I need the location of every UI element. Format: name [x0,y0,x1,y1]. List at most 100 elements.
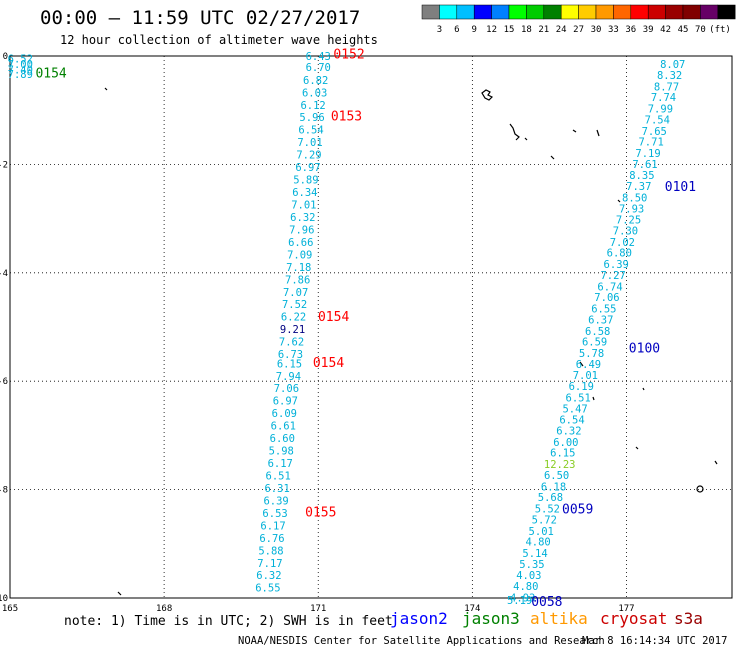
wave-value-jason2: 7.30 [613,226,638,238]
wave-value-jason2: 6.80 [607,248,632,260]
wave-value-jason2: 8.32 [657,70,682,82]
wave-value-jason2: 7.02 [610,237,635,249]
wave-value-jason2: 6.51 [566,392,591,404]
wave-value-jason2: 7.19 [635,148,660,160]
legend-label: 36 [625,25,636,35]
legend-swatch [595,4,614,20]
wave-value-jason2: 5.72 [532,514,557,526]
timestamp-text: Mar 8 16:14:34 UTC 2017 [582,635,727,647]
pass-time-label: 0154 [318,310,349,325]
wave-value-cryosat: 6.55 [255,583,280,595]
legend-swatch [578,4,597,20]
wave-value-cryosat: 7.96 [289,224,314,236]
footer-note: note: 1) Time is in UTC; 2) SWH is in fe… [64,614,393,629]
wave-value-jason2: 4.93 [510,592,535,604]
wave-value-cryosat: 6.31 [264,483,289,495]
wave-value-jason2: 8.07 [660,59,685,71]
legend-swatch [526,4,545,20]
wave-value-jason2: 7.65 [642,126,667,138]
legend-swatch [682,4,701,20]
wave-value-cryosat: 7.86 [285,274,310,286]
wave-value-cryosat: 7.01 [291,200,316,212]
legend-label: 45 [678,25,689,35]
wave-value-jason2: 7.93 [619,203,644,215]
wave-value-cryosat: 7.09 [287,249,312,261]
legend-swatch [491,4,510,20]
wave-value-jason2: 6.74 [597,281,622,293]
x-tick-label: 177 [618,604,634,614]
satellite-name: s3a [674,609,703,628]
legend-label: 21 [538,25,549,35]
legend-swatch [560,4,579,20]
wave-value-cryosat: 6.54 [298,125,323,137]
wave-value-cryosat: 7.29 [296,150,321,162]
y-tick-label: -6 [0,377,8,387]
wave-value-cryosat: 7.94 [276,371,301,383]
wave-value-jason2: 4.03 [516,570,541,582]
wave-value-jason2: 5.35 [519,559,544,571]
satellite-legend: jason2 jason3 altika cryosat s3a [390,609,703,628]
legend-label: 12 [486,25,497,35]
grid-lines [10,56,732,598]
wave-value-cryosat: 7.52 [282,299,307,311]
wave-value-jason2: 7.06 [594,292,619,304]
legend-label: 39 [643,25,654,35]
chart-title: 00:00 — 11:59 UTC 02/27/2017 [40,7,360,29]
wave-value-cryosat: 6.32 [256,570,281,582]
wave-value-cryosat: 6.51 [266,471,291,483]
wave-value-jason2: 4.80 [513,581,538,593]
legend-swatch [439,4,458,20]
wave-value-cryosat: 7.07 [283,287,308,299]
pass-time-label: 0059 [562,503,593,518]
legend-label: 9 [471,25,476,35]
wave-value-cryosat: 5.98 [269,446,294,458]
wave-value-cryosat: 6.15 [277,358,302,370]
wave-value-cryosat: 6.53 [262,508,287,520]
wave-value-cryosat: 6.70 [306,62,331,74]
wave-value-cryosat: 6.03 [302,87,327,99]
wave-value-cryosat: 6.17 [268,458,293,470]
wave-value-cryosat: 5.89 [293,175,318,187]
legend-swatch [630,4,649,20]
wave-value-cryosat: 6.73 [278,349,303,361]
wave-value-jason2: 5.01 [529,526,554,538]
legend-swatch [421,4,440,20]
wave-value-jason2: 6.49 [576,359,601,371]
wave-value-cryosat: 9.21 [280,324,305,336]
wave-value-jason2: 6.58 [585,326,610,338]
legend-label: 6 [454,25,459,35]
wave-value-cryosat: 6.97 [273,396,298,408]
wave-value-jason3: 7.40 [8,65,33,77]
wave-value-cryosat: 6.22 [281,312,306,324]
satellite-name: jason3 [462,609,520,628]
x-tick-label: 174 [464,604,480,614]
wave-value-jason2: 6.19 [569,381,594,393]
wave-value-jason2: 7.99 [648,104,673,116]
wave-value-cryosat: 7.17 [257,558,282,570]
pass-time-label: 0154 [313,356,344,371]
wave-value-jason2: 5.68 [538,492,563,504]
wave-value-jason2: 5.78 [579,348,604,360]
wave-value-cryosat: 7.62 [279,337,304,349]
satellite-name: cryosat [600,609,667,628]
wave-value-jason2: 6.54 [559,415,584,427]
pass-time-label: 0154 [35,66,66,81]
legend-label: 15 [504,25,515,35]
island-outlines [104,87,718,596]
legend-swatch [665,4,684,20]
wave-height-values: 6.527.007.407.89 6.436.706.826.036.125.96… [8,51,686,607]
wave-value-cryosat: 6.17 [260,520,285,532]
wave-value-jason2: 4.80 [525,537,550,549]
legend-label: 30 [591,25,602,35]
wave-value-cryosat: 5.96 [299,112,324,124]
wave-value-jason2: 6.32 [556,426,581,438]
wave-value-cryosat: 6.66 [288,237,313,249]
x-tick-label: 165 [2,604,18,614]
legend-swatch [717,4,736,20]
pass-time-label: 0153 [331,110,362,125]
legend-unit: (ft) [709,25,731,35]
legend-swatch [508,4,527,20]
y-tick-label: 0 [3,52,8,62]
x-tick-label: 168 [156,604,172,614]
